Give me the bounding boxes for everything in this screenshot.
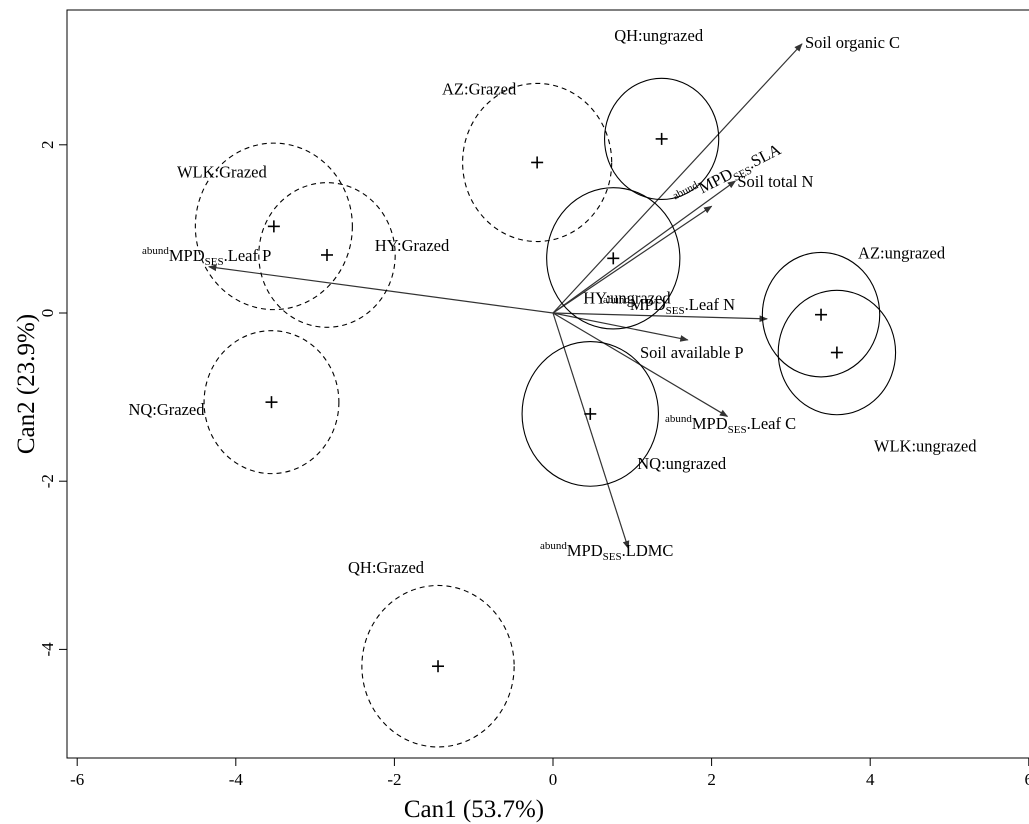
y-tick-label: 2 xyxy=(38,141,57,150)
ellipse-az-grazed xyxy=(462,82,613,243)
y-tick-label: -2 xyxy=(38,474,57,488)
group-labels: QH:ungrazed AZ:Grazed WLK:Grazed HY:Grazed H… xyxy=(128,26,977,577)
y-axis: -4 -2 0 2 xyxy=(38,141,68,657)
x-tick-label: 0 xyxy=(549,770,558,789)
ellipse-qh-grazed xyxy=(361,584,515,748)
x-tick-label: -2 xyxy=(387,770,401,789)
vector-soil-available-p xyxy=(552,312,689,342)
vector-label-abund-mpd-ses-leaf-c: abundMPDSES.Leaf C xyxy=(665,413,796,436)
ellipse-nq-ungrazed xyxy=(521,341,660,487)
group-label-az-ungrazed: AZ:ungrazed xyxy=(858,244,946,263)
group-label-nq-ungrazed: NQ:ungrazed xyxy=(637,454,727,473)
group-label-qh-ungrazed: QH:ungrazed xyxy=(614,26,704,45)
ellipse-az-ungrazed xyxy=(761,251,881,378)
vector-label-abund-mpd-ses-leaf-n: abundMPDSES.Leaf N xyxy=(603,294,735,317)
x-tick-label: -4 xyxy=(229,770,244,789)
y-tick-label: 0 xyxy=(38,309,57,318)
vector-soil-organic-c xyxy=(552,43,803,314)
ellipse-wlk-ungrazed xyxy=(777,289,897,416)
vector-label-abund-mpd-ses-leaf-p: abundMPDSES.Leaf P xyxy=(142,245,271,268)
group-label-wlk-ungrazed: WLK:ungrazed xyxy=(874,437,977,456)
plot-frame xyxy=(66,9,1029,759)
x-tick-label: 4 xyxy=(866,770,875,789)
trait-vectors xyxy=(208,43,803,550)
vector-label-soil-total-n: Soil total N xyxy=(737,172,813,191)
vector-label-soil-available-p: Soil available P xyxy=(640,343,744,362)
vector-label-soil-organic-c: Soil organic C xyxy=(805,33,900,52)
group-label-az-grazed: AZ:Grazed xyxy=(442,79,517,98)
x-axis-title: Can1 (53.7%) xyxy=(404,796,544,823)
x-axis: -6 -4 -2 0 2 4 6 xyxy=(70,757,1029,789)
y-tick-label: -4 xyxy=(38,642,57,657)
group-ellipses xyxy=(194,77,897,748)
y-axis-title: Can2 (23.9%) xyxy=(13,314,40,454)
group-centroids xyxy=(265,132,843,673)
vector-abund-mpd-ses-ldmc xyxy=(552,312,630,550)
vector-abund-mpd-ses-leaf-p xyxy=(208,264,554,314)
ellipse-wlk-grazed xyxy=(194,142,353,311)
x-tick-label: 6 xyxy=(1025,770,1029,789)
ellipse-qh-ungrazed xyxy=(603,77,720,201)
x-tick-label: -6 xyxy=(70,770,84,789)
group-label-wlk-grazed: WLK:Grazed xyxy=(177,162,268,181)
vector-soil-total-n xyxy=(552,180,737,314)
group-label-hy-grazed: HY:Grazed xyxy=(375,236,450,255)
vector-label-abund-mpd-ses-ldmc: abundMPDSES.LDMC xyxy=(540,540,673,563)
vector-abund-mpd-ses-leaf-n xyxy=(552,312,768,323)
vector-abund-mpd-ses-sla xyxy=(552,205,713,314)
x-tick-label: 2 xyxy=(707,770,716,789)
group-label-qh-grazed: QH:Grazed xyxy=(348,558,425,577)
group-label-hy-ungrazed: HY:ungrazed xyxy=(583,288,671,307)
ellipse-hy-ungrazed xyxy=(546,187,681,330)
group-label-nq-grazed: NQ:Grazed xyxy=(128,400,205,419)
ellipse-hy-grazed xyxy=(258,182,396,328)
ellipse-nq-grazed xyxy=(203,330,340,475)
